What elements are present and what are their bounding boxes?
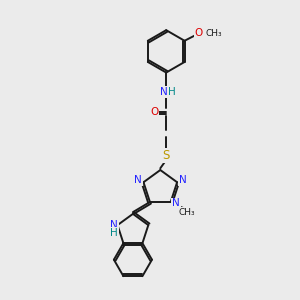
Text: N: N: [110, 220, 118, 230]
Text: N: N: [178, 175, 186, 185]
Text: N: N: [172, 199, 180, 208]
Text: O: O: [195, 28, 203, 38]
Text: S: S: [163, 149, 170, 162]
Text: CH₃: CH₃: [179, 208, 196, 217]
Text: O: O: [150, 107, 158, 117]
Text: N: N: [134, 175, 142, 185]
Text: H: H: [168, 87, 176, 97]
Text: N: N: [160, 87, 168, 97]
Text: CH₃: CH₃: [205, 28, 222, 38]
Text: H: H: [110, 228, 118, 238]
